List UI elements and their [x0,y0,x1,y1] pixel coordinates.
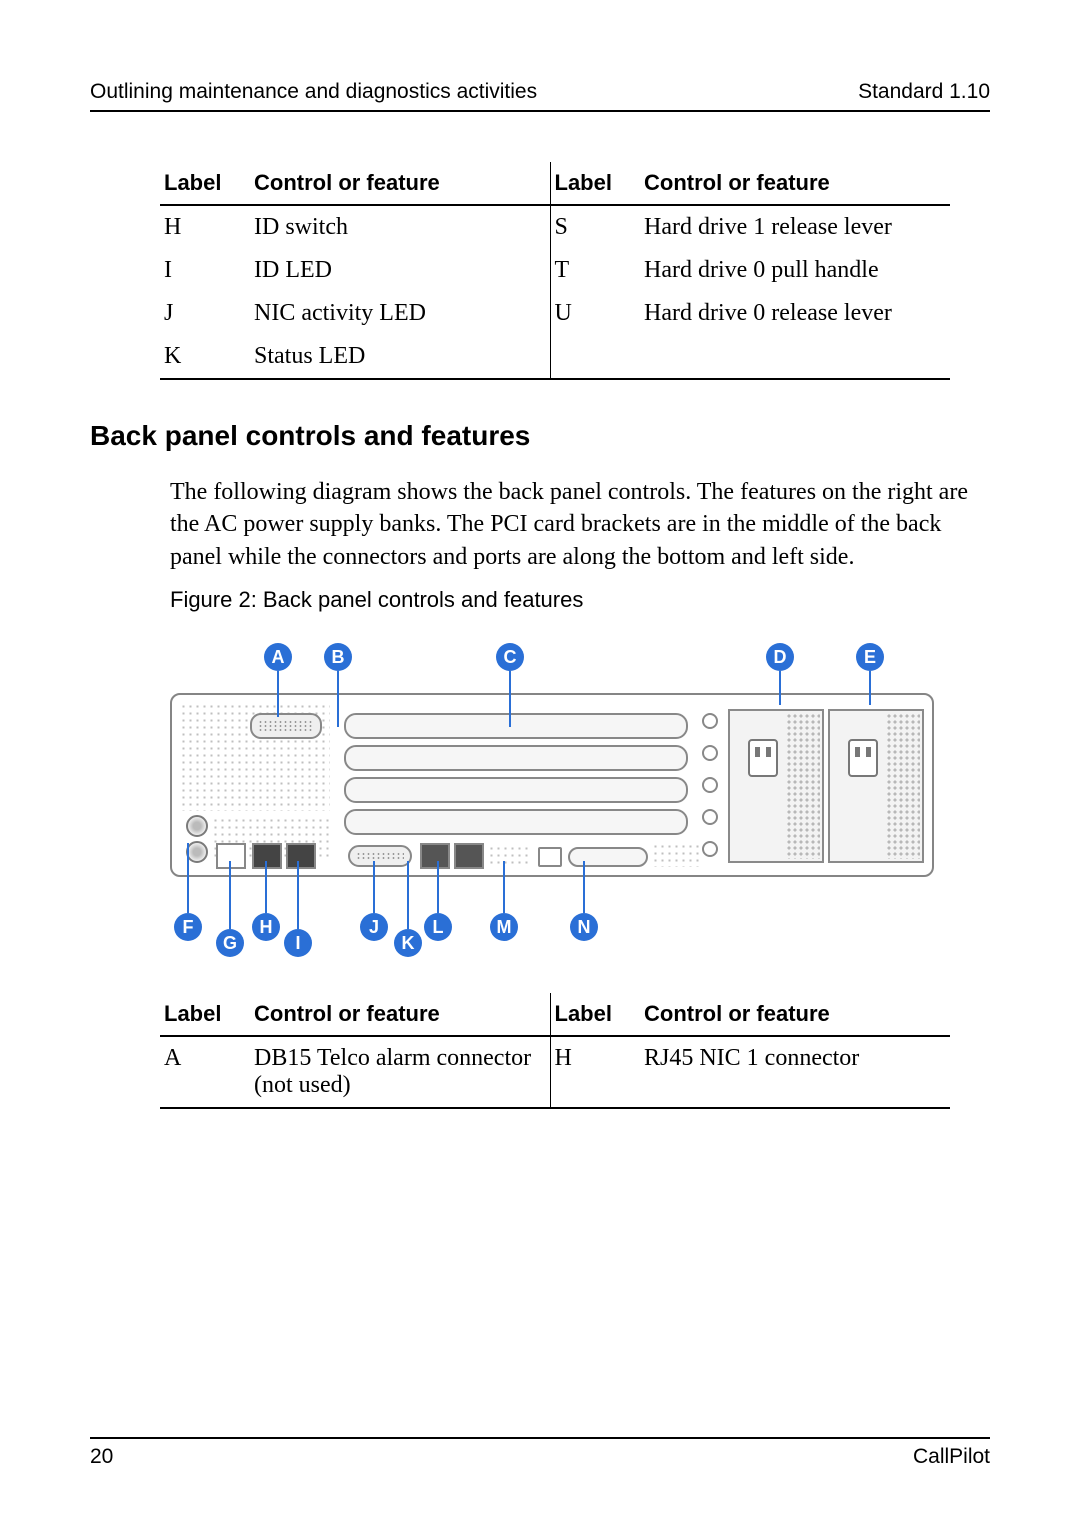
th-label-1b: Label [160,993,250,1036]
front-panel-table-continued: Label Control or feature Label Control o… [160,162,950,380]
callout-label-C: C [496,643,524,671]
th-label-1: Label [160,162,250,205]
callout-line [337,671,339,727]
callout-label-J: J [360,913,388,941]
cell-label: U [550,292,640,335]
callout-label-I: I [284,929,312,957]
callout-line [229,861,231,929]
callout-label-F: F [174,913,202,941]
th-feature-2b: Control or feature [640,993,950,1036]
psu-left-icon [728,709,824,863]
back-panel-outline [170,693,934,877]
callout-label-M: M [490,913,518,941]
callout-label-B: B [324,643,352,671]
figure-caption: Figure 2: Back panel controls and featur… [170,587,990,613]
cell-label: T [550,249,640,292]
screw-icon [702,713,718,729]
callout-line [779,671,781,705]
cell-feature: NIC activity LED [250,292,550,335]
cell-label: H [160,205,250,249]
usb-port-icon [538,847,562,867]
header-right: Standard 1.10 [858,80,990,104]
table-row: ADB15 Telco alarm connector (not used)HR… [160,1036,950,1108]
cell-label: H [550,1036,640,1108]
table-row: JNIC activity LEDUHard drive 0 release l… [160,292,950,335]
cell-feature: Hard drive 1 release lever [640,205,950,249]
callout-line [407,861,409,929]
cell-label: S [550,205,640,249]
cell-feature: ID LED [250,249,550,292]
cell-label: A [160,1036,250,1108]
back-panel-diagram: ABCDEFGHIJKLMN [170,633,940,953]
port-icon [286,843,316,869]
th-feature-2: Control or feature [640,162,950,205]
port-icon [420,843,450,869]
callout-line [509,671,511,727]
back-panel-table: Label Control or feature Label Control o… [160,993,950,1109]
callout-line [503,861,505,913]
callout-line [187,843,189,913]
cell-feature [640,335,950,379]
th-label-2: Label [550,162,640,205]
callout-label-G: G [216,929,244,957]
psu-right-icon [828,709,924,863]
screw-icon [702,809,718,825]
pci-slot-icon [344,745,688,771]
port-icon [454,843,484,869]
cell-label: I [160,249,250,292]
callout-line [869,671,871,705]
section-heading: Back panel controls and features [90,420,990,452]
cell-feature: RJ45 NIC 1 connector [640,1036,950,1108]
pci-slot-icon [344,777,688,803]
callout-label-L: L [424,913,452,941]
callout-line [277,671,279,717]
vent-small-icon [488,845,532,865]
led-icon [186,841,208,863]
port-icon [216,843,246,869]
db15-connector-icon [250,713,322,739]
table-row: IID LEDTHard drive 0 pull handle [160,249,950,292]
vga-connector-icon [348,845,412,867]
port-icon [252,843,282,869]
footer-page-number: 20 [90,1445,113,1469]
callout-label-A: A [264,643,292,671]
callout-label-H: H [252,913,280,941]
th-label-2b: Label [550,993,640,1036]
callout-label-D: D [766,643,794,671]
callout-line [437,861,439,913]
cell-label: J [160,292,250,335]
cell-feature: Hard drive 0 pull handle [640,249,950,292]
th-feature-1b: Control or feature [250,993,550,1036]
pci-slot-icon [344,809,688,835]
cell-feature: Hard drive 0 release lever [640,292,950,335]
table-row: HID switchSHard drive 1 release lever [160,205,950,249]
pci-slot-icon [344,713,688,739]
cell-feature: DB15 Telco alarm connector (not used) [250,1036,550,1108]
callout-label-E: E [856,643,884,671]
th-feature-1: Control or feature [250,162,550,205]
cell-feature: Status LED [250,335,550,379]
screw-icon [702,745,718,761]
header-left: Outlining maintenance and diagnostics ac… [90,80,537,104]
page-header: Outlining maintenance and diagnostics ac… [90,80,990,112]
vent-small-icon [652,843,702,867]
cell-feature: ID switch [250,205,550,249]
cell-label [550,335,640,379]
callout-line [265,861,267,913]
led-icon [186,815,208,837]
page-footer: 20 CallPilot [90,1437,990,1469]
callout-line [373,861,375,913]
callout-line [297,861,299,929]
screw-icon [702,777,718,793]
callout-label-N: N [570,913,598,941]
footer-product: CallPilot [913,1445,990,1469]
section-body-text: The following diagram shows the back pan… [170,476,970,573]
callout-label-K: K [394,929,422,957]
table-row: KStatus LED [160,335,950,379]
screw-icon [702,841,718,857]
cell-label: K [160,335,250,379]
callout-line [583,861,585,913]
slot-small-icon [568,847,648,867]
